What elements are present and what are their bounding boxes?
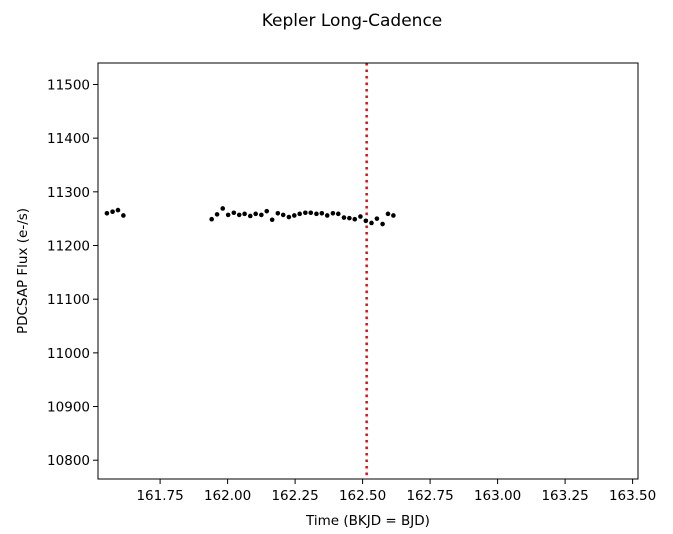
data-point <box>341 215 347 220</box>
data-point <box>324 213 330 218</box>
y-tick-label: 11100 <box>47 292 90 308</box>
data-point <box>363 218 369 224</box>
data-point <box>374 216 380 221</box>
data-point <box>391 213 396 218</box>
data-point <box>314 211 319 217</box>
chart-title: Kepler Long-Cadence <box>262 11 443 31</box>
x-axis-label: Time (BKJD = BJD) <box>305 513 430 529</box>
x-tick-label: 161.75 <box>136 488 183 504</box>
data-point <box>236 212 242 218</box>
data-point <box>303 210 308 216</box>
y-tick-label: 11300 <box>47 185 90 201</box>
x-tick-label: 162.75 <box>406 488 453 504</box>
data-point <box>286 214 292 220</box>
data-point <box>247 213 253 219</box>
plot-frame <box>97 62 639 480</box>
x-tick-label: 163.00 <box>474 488 521 504</box>
data-point <box>308 210 314 216</box>
data-point <box>121 213 126 218</box>
data-point <box>264 208 270 214</box>
data-point <box>358 214 363 219</box>
y-tick-label: 11500 <box>47 77 90 93</box>
y-axis-label: PDCSAP Flux (e-/s) <box>15 208 31 334</box>
data-point <box>336 211 341 217</box>
data-point <box>319 210 325 216</box>
data-point <box>275 210 281 216</box>
y-tick-label: 11200 <box>47 239 90 255</box>
data-point <box>231 210 237 216</box>
data-point <box>369 220 374 226</box>
points-layer <box>104 206 396 227</box>
x-tick-label: 162.00 <box>204 488 251 504</box>
x-tick-label: 163.50 <box>609 488 656 504</box>
data-point <box>214 212 220 217</box>
data-point <box>115 207 121 213</box>
data-point <box>253 211 258 217</box>
y-tick-label: 10800 <box>47 453 90 469</box>
y-axis: 10800 10900 11000 11100 11200 11300 11400 11500 <box>47 77 98 469</box>
data-point <box>297 211 302 217</box>
x-tick-label: 162.50 <box>339 488 386 504</box>
y-tick-label: 11400 <box>47 131 90 147</box>
data-point <box>104 210 110 216</box>
data-point <box>330 210 336 216</box>
data-point <box>225 212 231 218</box>
plot-area <box>98 63 638 479</box>
x-axis: 161.75 162.00 162.25 162.50 162.75 163.00 163.… <box>136 479 656 504</box>
data-point <box>242 211 247 217</box>
data-point <box>380 221 385 227</box>
data-point <box>291 213 297 218</box>
x-tick-label: 162.25 <box>271 488 318 504</box>
data-point <box>110 209 115 214</box>
data-point <box>220 206 226 211</box>
data-point <box>385 211 391 217</box>
data-point <box>269 217 275 223</box>
data-point <box>259 212 264 218</box>
y-tick-label: 11000 <box>47 346 90 362</box>
x-tick-label: 163.25 <box>541 488 588 504</box>
y-tick-label: 10900 <box>47 400 90 416</box>
data-point <box>352 216 358 222</box>
data-point <box>347 215 352 221</box>
data-point <box>280 212 286 218</box>
data-point <box>209 216 214 222</box>
